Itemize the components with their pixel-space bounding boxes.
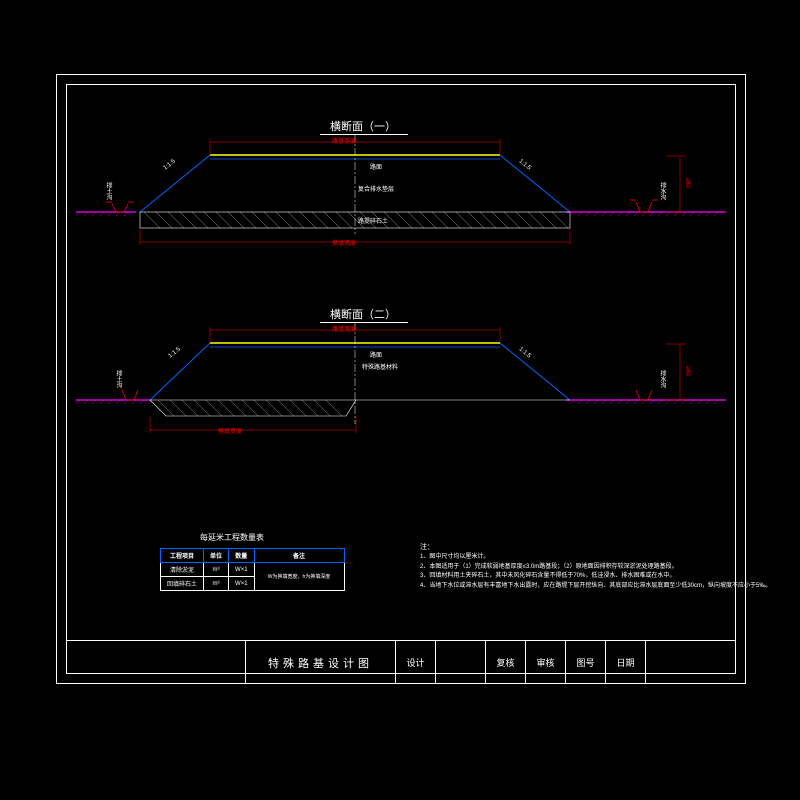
tb-date: 日期 [606,641,646,684]
s2-ditch-l: 排土沟 [114,370,123,388]
notes-block: 注： 1、图中尺寸均以厘米计。 2、本图适用于（1）完成软弱地基厚度≤3.0m路… [420,542,771,592]
s1-ditch-l: 排土沟 [104,182,113,200]
tb-review: 复核 [486,641,526,684]
qty-table-title: 每延米工程数量表 [200,532,264,543]
section2-title: 横断面（二） [330,306,396,322]
tb-design-val [436,641,486,684]
s2-ditch-r: 排水沟 [658,370,667,388]
note-3: 3、回填材料用土夹碎石土，其中未风化碎石含量不得低于70%，低洼浸水、排水困难或… [420,572,771,582]
qt-r0c1: m³ [204,563,229,577]
note-1: 1、图中尺寸均以厘米计。 [420,553,771,563]
note-2: 2、本图适用于（1）完成软弱地基厚度≤3.0m路基段；（2）原地面因排积存较深淤… [420,563,771,573]
qt-r0c0: 清除淤泥 [161,563,204,577]
qt-r1c0: 回填碎石土 [161,577,204,591]
s1-bottom-dim: 换填宽度 [332,238,356,247]
s1-cl3: 路提碎石土 [358,216,388,225]
s1-top-dim: 路基宽度 [332,136,356,145]
qt-r0c3: W为换填宽度，h为换填深度 [254,563,344,591]
tb-design: 设计 [396,641,436,684]
title-block: 特殊路基设计图 设计 复核 审核 图号 日期 [66,640,736,684]
qt-r0c2: W×1 [229,563,255,577]
section1-underline [320,134,408,135]
note-4: 4、当地下水位或滞水层有丰富地下水出露时，应在路堤下层开挖纵向、其底部应比滞水层… [420,582,771,592]
notes-title: 注： [420,542,771,553]
section2-underline [320,322,408,323]
s2-cl1: 路面 [370,350,382,359]
tb-blank [66,641,246,684]
s1-cl2: 复合排水垫层 [358,184,394,193]
quantity-table: 工程项目 单位 数量 备注 清除淤泥 m³ W×1 W为换填宽度，h为换填深度 … [160,548,345,591]
qt-r1c1: m³ [204,577,229,591]
s2-top-dim: 路基宽度 [332,324,356,333]
qt-col3: 备注 [254,549,344,563]
qt-col0: 工程项目 [161,549,204,563]
tb-check: 审核 [526,641,566,684]
qt-r1c2: W×1 [229,577,255,591]
qt-col2: 数量 [229,549,255,563]
s2-cl2: 特殊路基材料 [362,362,398,371]
s2-height: ≥80 [684,366,690,376]
s1-height: ≥80 [684,178,690,188]
s1-ditch-r: 排水沟 [658,182,667,200]
s2-bottom-dim: 换填宽度 [218,426,242,435]
tb-drawno: 图号 [566,641,606,684]
tb-end [646,641,736,684]
qt-col1: 单位 [204,549,229,563]
section1-title: 横断面（一） [330,118,396,134]
tb-main-title: 特殊路基设计图 [246,641,396,684]
s1-cl1: 路面 [370,162,382,171]
